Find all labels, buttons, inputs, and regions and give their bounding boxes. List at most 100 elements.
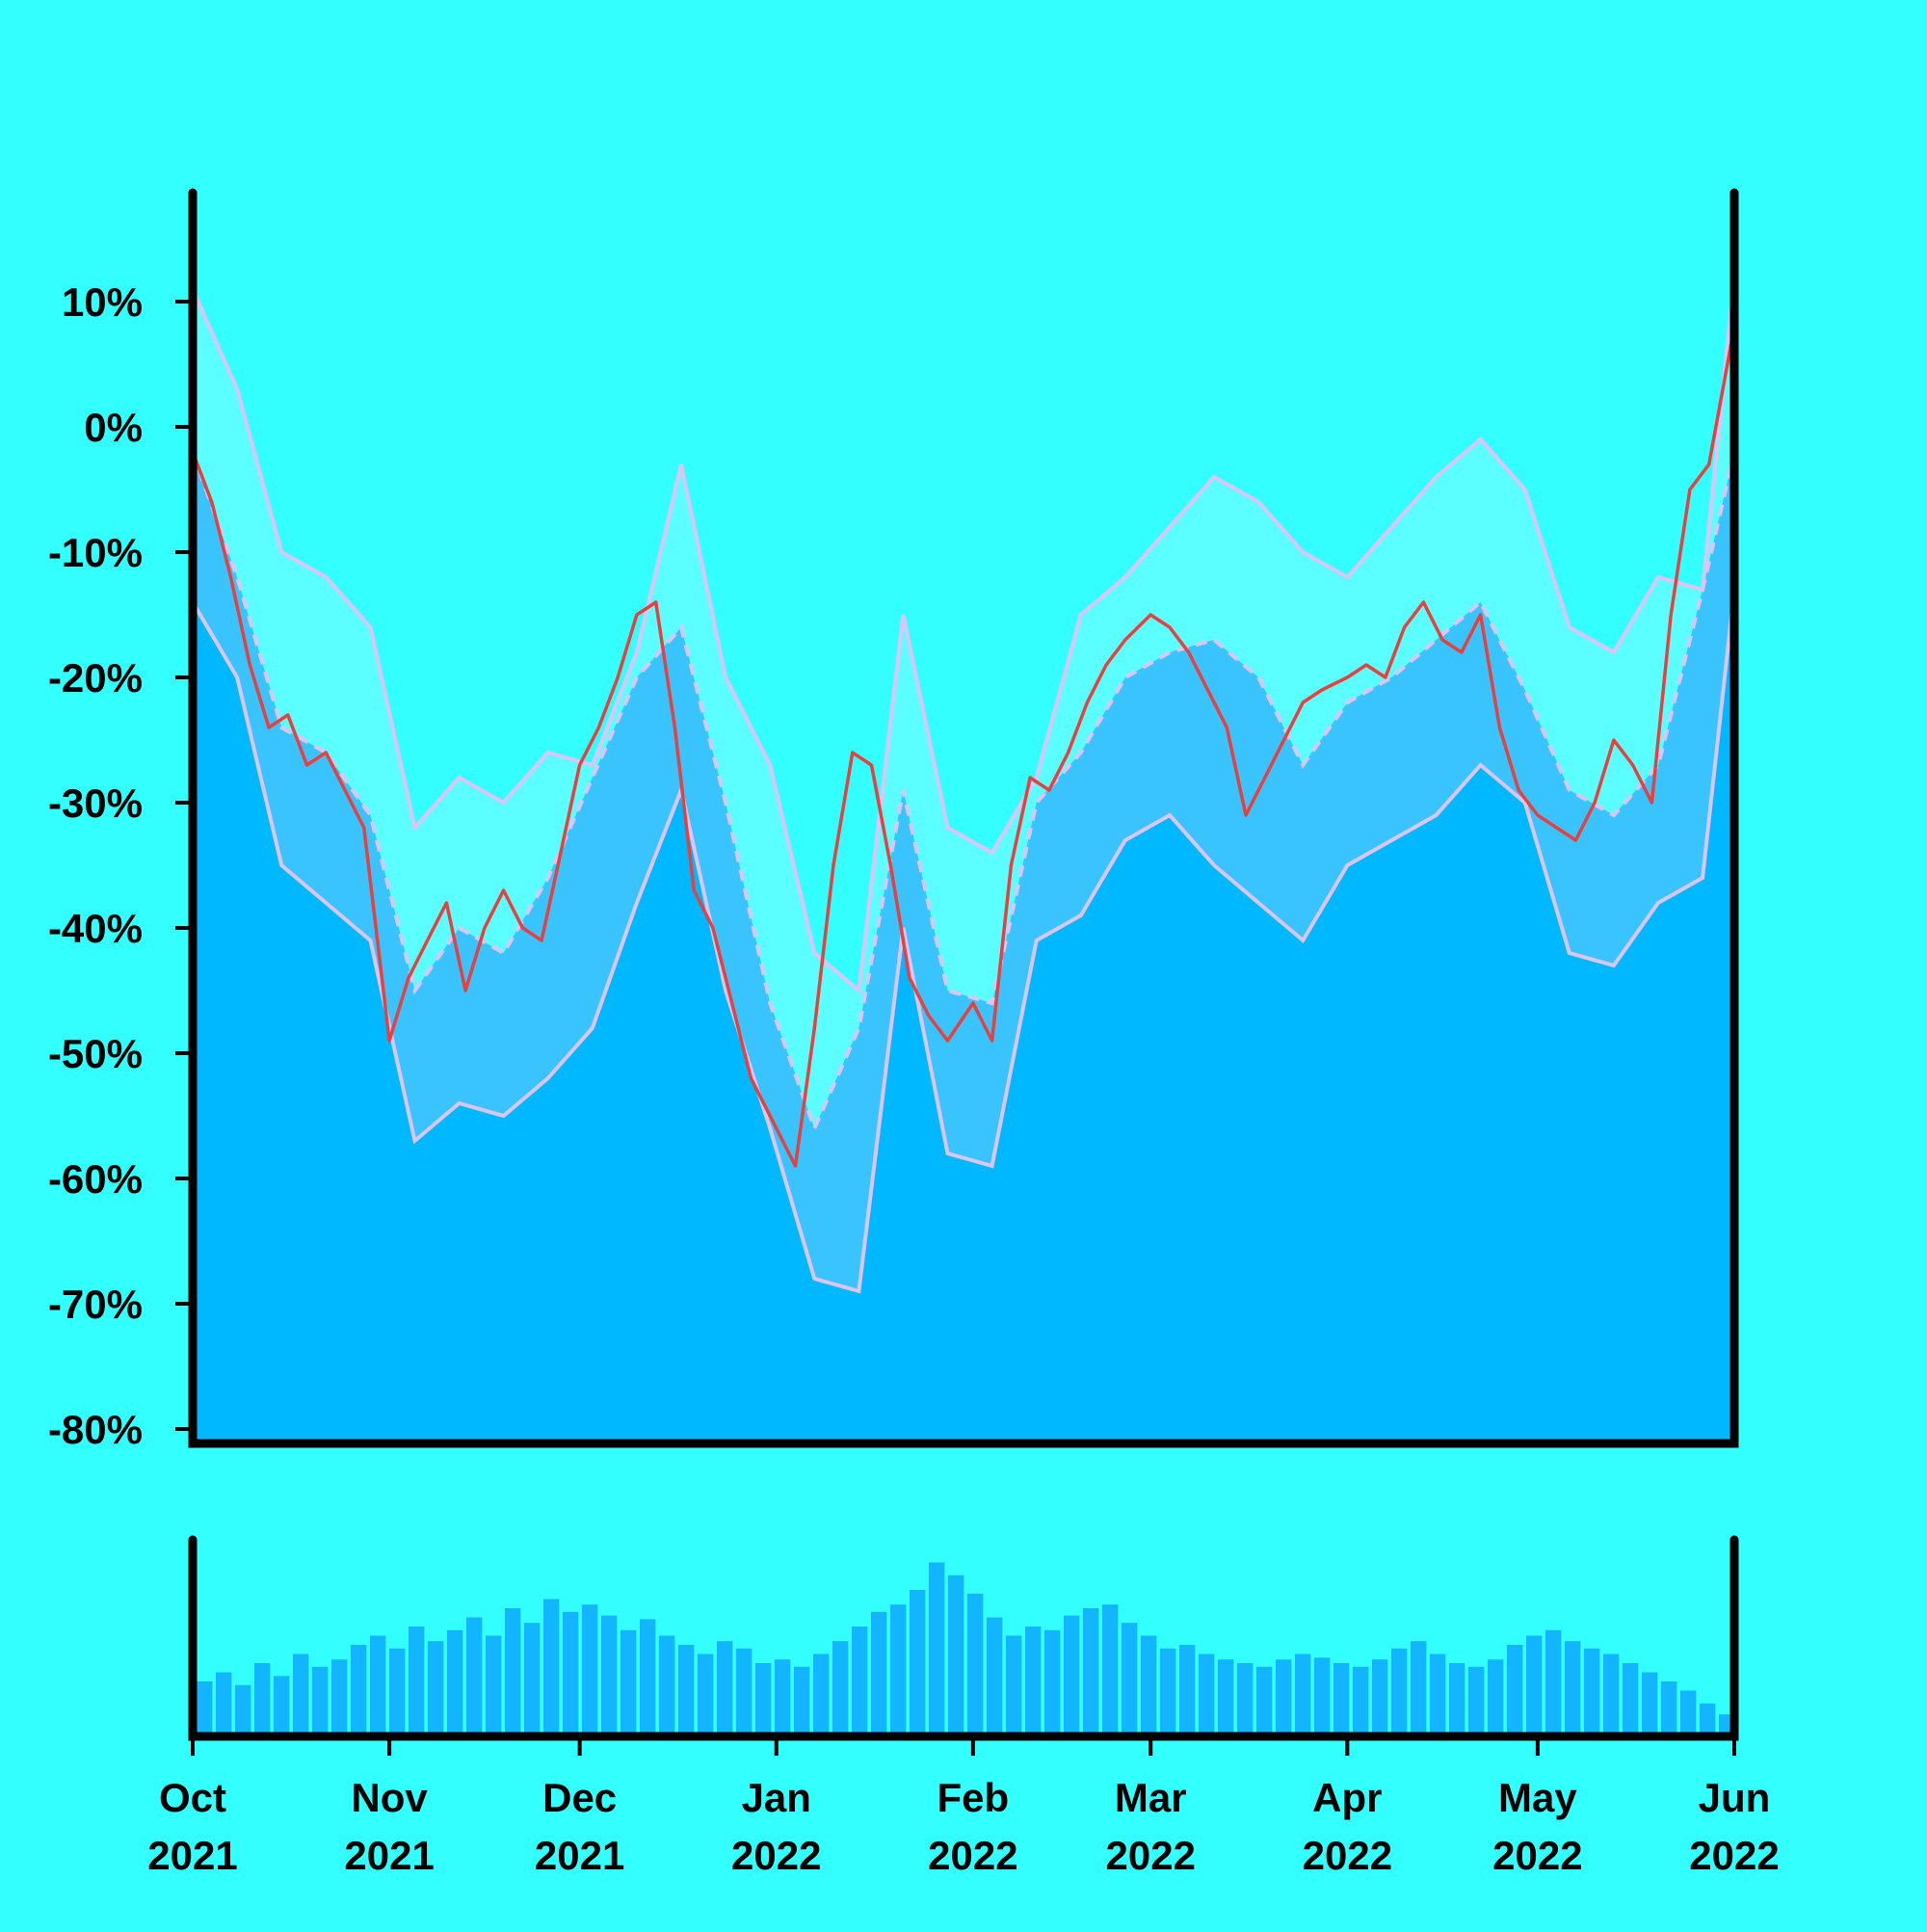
volume-bar [1256,1666,1273,1736]
volume-bar [389,1648,406,1736]
volume-bar [1488,1659,1504,1736]
x-tick-label-month: Jan [742,1775,811,1820]
main-axis-frame [188,188,1739,1448]
volume-bar [543,1599,560,1736]
volume-bar [1064,1615,1080,1736]
volume-bar [1468,1666,1485,1736]
x-tick-label-year: 2021 [344,1833,434,1878]
volume-bar [852,1627,868,1736]
upper-band-line [191,276,1736,994]
volume-bar [1642,1672,1658,1736]
x-tick-label-month: Oct [159,1775,226,1820]
volume-bar [794,1666,810,1736]
volume-bar [1314,1657,1331,1736]
volume-bar [890,1604,907,1736]
volume-bar [910,1590,926,1736]
y-tick-label: -70% [48,1282,143,1327]
x-tick-label-month: Apr [1312,1775,1382,1820]
y-tick-label: -40% [48,906,143,951]
volume-bar [1044,1629,1061,1736]
volume-bar [428,1641,444,1736]
volume-bar [235,1684,251,1736]
volume-bar [1449,1663,1465,1736]
volume-bar [948,1575,964,1736]
x-tick-label-month: Nov [351,1775,428,1820]
volume-bar [1526,1635,1543,1736]
volume-bar [1237,1663,1254,1736]
y-tick-label: -20% [48,655,143,701]
volume-bar [1430,1654,1446,1736]
volume-bar [1680,1690,1697,1736]
volume-bar [1333,1663,1350,1736]
volume-bar [1102,1604,1119,1736]
volume-bar [254,1663,271,1736]
volume-bar [505,1608,521,1736]
band-areas [193,277,1734,1443]
volume-bar [466,1617,483,1736]
y-tick-label: -50% [48,1031,143,1076]
volume-bar [678,1645,695,1736]
y-tick-label: -80% [48,1407,143,1452]
volume-bar [871,1611,887,1736]
volume-bar [274,1676,290,1736]
volume-bars [197,1562,1735,1736]
volume-bar [216,1672,232,1736]
volume-bar [1353,1666,1369,1736]
volume-bar [1372,1659,1388,1736]
volume-bar [1276,1659,1292,1736]
volume-bar [1545,1629,1562,1736]
volume-bar [582,1604,598,1736]
volume-bar [1411,1641,1427,1736]
volume-bar [447,1629,463,1736]
volume-bar [640,1619,656,1736]
volume-bar [351,1645,367,1736]
volume-bar [1661,1681,1677,1736]
x-tick-label-year: 2022 [1492,1833,1582,1878]
volume-bar [1179,1645,1196,1736]
volume-bar [929,1562,945,1736]
x-tick-label-year: 2021 [147,1833,237,1878]
y-tick-label: 0% [84,405,143,450]
y-tick-label: -60% [48,1156,143,1202]
x-tick-label-month: Jun [1699,1775,1771,1820]
volume-bar [659,1635,675,1736]
volume-bar [620,1629,637,1736]
volume-bar [1603,1654,1620,1736]
volume-axis-frame [188,1535,1739,1741]
volume-bar [755,1663,772,1736]
volume-bar [1199,1654,1215,1736]
upper-band-area [193,277,1734,1128]
volume-bar [197,1681,213,1736]
volume-bar [736,1648,752,1736]
volume-bar [1700,1703,1716,1736]
base-area [193,590,1734,1443]
volume-bar [312,1666,329,1736]
volume-bar [601,1615,618,1736]
lower-band-line [191,589,1736,1294]
series-lines [191,276,1736,1294]
volume-bar [1122,1623,1138,1736]
volume-bar [524,1623,541,1736]
y-tick-label: -10% [48,530,143,575]
volume-bar [563,1611,579,1736]
volume-bar [813,1654,830,1736]
y-tick-label: 10% [62,279,143,325]
volume-bar [331,1659,348,1736]
volume-bar [409,1627,425,1736]
volume-bar [1623,1663,1639,1736]
x-tick-label-year: 2021 [535,1833,624,1878]
moving-average-line [191,451,1736,1134]
price-line [191,326,1736,1168]
volume-bar [486,1635,502,1736]
x-tick-label-month: Mar [1115,1775,1187,1820]
volume-bar [1218,1659,1234,1736]
tick-labels: 10% 0% -10% -20% -30% -40% -50% -60% -70% -80% Oct… [48,279,1780,1878]
volume-bar [967,1593,984,1736]
volume-bar [293,1654,309,1736]
volume-bar [1160,1648,1176,1736]
lower-band-area [193,452,1734,1291]
x-tick-label-month: Feb [937,1775,1010,1820]
volume-bar [717,1641,733,1736]
